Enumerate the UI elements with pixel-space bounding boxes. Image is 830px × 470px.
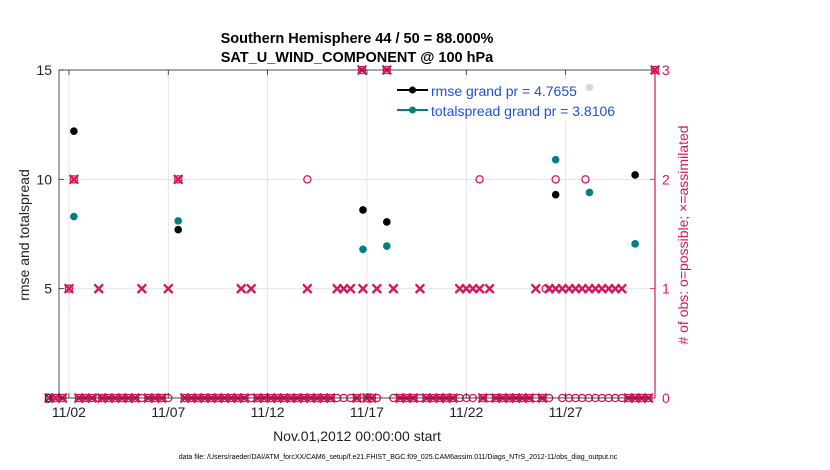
legend: rmse grand pr = 4.7655 totalspread grand… <box>395 80 652 120</box>
obs-assimilated-point <box>246 283 256 294</box>
x-tick-label: 11/02 <box>52 404 86 420</box>
x-axis: 11/02 11/07 11/12 11/17 11/22 11/27 <box>52 70 583 420</box>
obs-assimilated-point <box>590 283 601 294</box>
right-y-tick-label: 3 <box>662 62 670 78</box>
left-y-tick-label: 5 <box>44 281 52 297</box>
spread-point <box>174 217 182 225</box>
legend-box <box>395 80 652 120</box>
chart-title-line1: Southern Hemisphere 44 / 50 = 88.000% <box>221 31 494 47</box>
obs-assimilated-point <box>332 283 342 294</box>
obs-assimilated-point <box>550 283 561 294</box>
obs-assimilated-point <box>173 174 183 185</box>
x-tick-label: 11/07 <box>151 404 185 420</box>
x-tick-label: 11/17 <box>350 404 384 420</box>
obs-assimilated-point <box>372 283 382 294</box>
obs-assimilated-point <box>454 283 465 294</box>
spread-point <box>359 245 367 254</box>
legend-marker-rmse <box>409 86 416 94</box>
left-y-tick-label: 15 <box>36 62 52 78</box>
spread-point <box>585 188 594 197</box>
rmse-point <box>383 218 391 226</box>
obs-assimilated-point <box>584 283 594 294</box>
obs-assimilated-point <box>93 283 104 294</box>
right-y-tick-label: 0 <box>662 390 670 406</box>
rmse-point <box>359 206 367 214</box>
right-y-tick-label: 2 <box>662 171 670 187</box>
obs-possible-point <box>69 175 79 184</box>
obs-assimilated-point <box>557 283 568 294</box>
spread-point <box>631 240 639 248</box>
obs-possible-point <box>173 175 183 184</box>
plot-background <box>59 70 655 398</box>
spread-point <box>551 155 560 164</box>
spread-point <box>70 212 78 221</box>
obs-assimilated-point <box>137 283 147 294</box>
obs-assimilated-point <box>597 283 607 294</box>
x-tick-label: 11/22 <box>449 404 483 420</box>
obs-assimilated-point <box>577 283 587 294</box>
obs-assimilated-point <box>236 283 246 294</box>
left-y-tick-label: 0 <box>44 390 52 406</box>
obs-assimilated-point <box>531 283 541 294</box>
rmse-point <box>551 190 560 199</box>
obs-assimilated-point <box>302 283 313 294</box>
legend-label-spread: totalspread grand pr = 3.8106 <box>431 103 615 119</box>
x-axis-label: Nov.01,2012 00:00:00 start <box>273 428 441 444</box>
x-tick-label: 11/27 <box>549 404 583 420</box>
left-y-axis-label: rmse and totalspread <box>16 169 32 301</box>
x-tick-label: 11/12 <box>251 404 285 420</box>
chart-title-line2: SAT_U_WIND_COMPONENT @ 100 hPa <box>221 50 494 66</box>
obs-assimilated-point <box>50 393 61 403</box>
obs-assimilated-point <box>484 283 495 294</box>
obs-possible-point <box>581 175 590 184</box>
obs-assimilated-point <box>64 283 74 294</box>
obs-possible-point <box>303 175 312 184</box>
right-y-tick-label: 1 <box>662 281 670 297</box>
obs-assimilated-point <box>461 283 472 294</box>
rmse-point <box>70 127 78 136</box>
obs-assimilated-point <box>564 283 574 294</box>
obs-assimilated-point <box>603 283 614 294</box>
right-y-axis: 0 1 2 3 <box>650 62 670 406</box>
obs-assimilated-point <box>44 393 54 403</box>
obs-assimilated-point <box>345 283 356 294</box>
rmse-point <box>631 171 639 179</box>
obs-assimilated-point <box>69 174 79 185</box>
left-y-axis: 0 5 10 15 <box>36 62 64 406</box>
left-y-tick-label: 10 <box>36 171 52 187</box>
obs-assimilated-point <box>468 283 478 294</box>
right-y-axis-label: # of obs: o=possible; ×=assimilated <box>675 125 691 344</box>
obs-assimilated-point <box>617 283 627 294</box>
obs-assimilated-point <box>474 283 485 294</box>
legend-marker-spread <box>409 106 416 114</box>
obs-assimilated-point <box>388 283 399 294</box>
obs-assimilated-point <box>544 283 554 294</box>
obs-assimilated-point <box>610 283 621 294</box>
obs-assimilated-point <box>358 283 368 294</box>
rmse-point <box>174 225 182 234</box>
obs-assimilated-point <box>570 283 581 294</box>
obs-possible-point <box>475 175 484 184</box>
obs-assimilated-point <box>338 283 349 294</box>
spread-point <box>383 242 391 250</box>
obs-assimilated-point <box>415 283 425 294</box>
obs-assimilated-point <box>163 283 174 294</box>
legend-label-rmse: rmse grand pr = 4.7655 <box>431 83 577 99</box>
data-file-note: data file: /Users/raeder/DAI/ATM_forcXX/… <box>179 454 618 461</box>
obs-possible-point <box>551 175 560 184</box>
obs-possible-point <box>64 284 74 293</box>
